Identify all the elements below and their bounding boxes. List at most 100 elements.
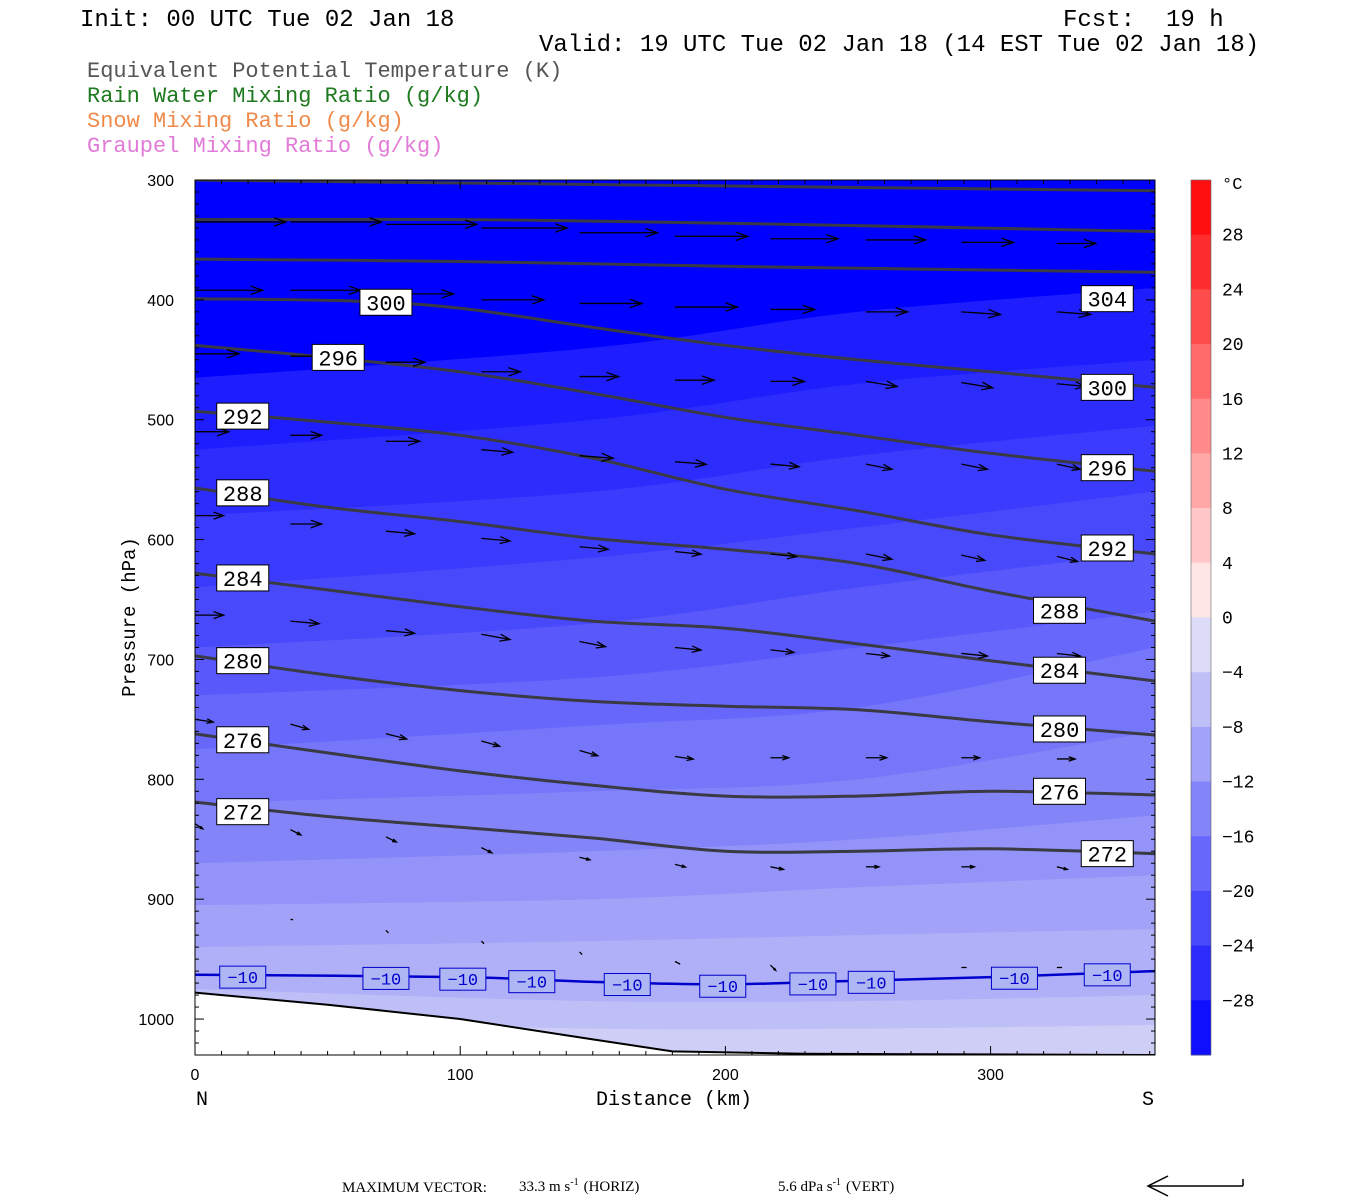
wind-vector <box>770 304 817 315</box>
theta-e-label: 284 <box>216 564 270 593</box>
isotherm-label: −10 <box>603 973 651 997</box>
isotherm-label: −10 <box>439 967 487 991</box>
colorbar-label: −28 <box>1222 992 1254 1012</box>
wind-vector <box>961 237 1016 248</box>
svg-text:296: 296 <box>318 347 358 372</box>
wind-vector <box>674 960 681 965</box>
wind-vector <box>579 371 621 382</box>
wind-vector <box>674 863 688 869</box>
wind-vector <box>579 856 592 861</box>
theta-e-contour-304 <box>195 217 1155 233</box>
theta-e-label: 304 <box>1080 285 1134 314</box>
wind-vector <box>195 511 226 520</box>
wind-vector <box>770 376 807 387</box>
svg-text:288: 288 <box>223 483 263 508</box>
wind-vector <box>865 307 910 317</box>
isotherm-label: −10 <box>990 966 1038 990</box>
theta-e-label: 288 <box>1033 596 1087 625</box>
theta-e-label: 292 <box>1080 534 1134 563</box>
forecast-hour: 19 h <box>1166 7 1224 34</box>
wind-vector <box>385 357 427 368</box>
colorbar-swatch <box>1191 672 1211 728</box>
wind-vector <box>1056 756 1078 762</box>
colorbar-label: −24 <box>1222 938 1254 958</box>
wind-vector <box>770 551 799 560</box>
wind-vector <box>385 733 409 741</box>
wind-vector <box>481 295 546 305</box>
wind-vector <box>865 463 894 472</box>
theta-e-contour-280 <box>195 654 1155 737</box>
wind-vector <box>579 749 600 757</box>
y-tick-label: 600 <box>147 533 174 550</box>
svg-text:−10: −10 <box>1092 968 1123 987</box>
wind-vector <box>481 223 570 233</box>
wind-vector <box>481 535 512 545</box>
svg-text:292: 292 <box>1087 538 1127 563</box>
wind-vector <box>770 461 802 470</box>
wind-vector <box>770 648 796 656</box>
y-tick-label: 800 <box>147 772 174 789</box>
wind-vector <box>675 302 740 312</box>
svg-text:288: 288 <box>1040 600 1080 625</box>
colorbar-swatch <box>1191 836 1211 892</box>
wind-vector <box>1056 238 1098 249</box>
wind-vector <box>865 380 900 390</box>
wind-vector <box>961 381 995 391</box>
wind-vector <box>1056 463 1083 471</box>
legend-entry: Graupel Mixing Ratio (g/kg) <box>87 134 443 159</box>
wind-vector <box>865 651 892 659</box>
x-tick-label: 0 <box>191 1067 200 1084</box>
y-axis-label: Pressure (hPa) <box>119 537 141 697</box>
colorbar-swatch <box>1191 180 1211 236</box>
theta-e-label: 292 <box>216 402 270 431</box>
wind-vector <box>481 446 515 456</box>
wind-vector <box>770 754 791 761</box>
wind-vector <box>385 219 479 230</box>
colorbar-label: 20 <box>1222 336 1244 356</box>
theta-e-label: 284 <box>1033 656 1087 685</box>
y-tick-label: 1000 <box>138 1012 174 1029</box>
colorbar-swatch <box>1191 508 1211 564</box>
wind-vector <box>579 544 611 553</box>
forecast-label: Fcst: <box>1063 7 1135 34</box>
colorbar-swatch <box>1191 453 1211 509</box>
colorbar-unit: °C <box>1222 176 1242 195</box>
isotherm-label: −10 <box>847 970 895 994</box>
contour-labels: 300 304 296 300 292 296 288 292 284 288 280 284 276 2… <box>216 285 1134 869</box>
terrain-fill <box>195 992 1155 1055</box>
temperature-shading <box>195 180 1155 1055</box>
wind-vector <box>674 755 696 762</box>
theta-e-contour-300 <box>195 257 1155 274</box>
wind-vector <box>961 554 987 563</box>
valid-time: Valid: 19 UTC Tue 02 Jan 18 (14 EST Tue … <box>539 32 1259 59</box>
wind-vector <box>579 298 644 309</box>
svg-text:−10: −10 <box>707 979 738 998</box>
colorbar-label: 8 <box>1222 500 1233 520</box>
theta-e-contour-292 <box>195 409 1155 556</box>
y-tick-label: 500 <box>147 413 174 430</box>
axes: 300 400 500 600 700 800 900 1000 0 100 200 300 N S Dis… <box>119 173 1155 1112</box>
theta-e-label: 280 <box>216 647 270 676</box>
colorbar-label: −16 <box>1222 828 1254 848</box>
colorbar-swatch <box>1191 562 1211 618</box>
theta-e-label: 300 <box>1080 373 1134 402</box>
colorbar-swatch <box>1191 945 1211 1001</box>
wind-vector <box>770 233 841 244</box>
legend-entry: Equivalent Potential Temperature (K) <box>87 59 562 84</box>
theta-e-contour-288 <box>195 486 1155 623</box>
colorbar-label: 16 <box>1222 391 1244 411</box>
theta-e-label: 272 <box>1080 840 1134 869</box>
wind-vector <box>195 823 205 830</box>
x-end-label-north: N <box>196 1089 208 1112</box>
legend-entry: Snow Mixing Ratio (g/kg) <box>87 109 404 134</box>
wind-vector <box>770 964 778 972</box>
plot-area: −10 −10 −10 −10 −10 −10 −10 −10 −10 −10 300 304 296… <box>195 180 1155 1055</box>
wind-vector <box>961 463 990 472</box>
colorbar-label: −12 <box>1222 774 1254 794</box>
wind-vector <box>770 866 786 871</box>
wind-vector <box>385 836 399 843</box>
x-axis-label: Distance (km) <box>596 1089 752 1112</box>
isotherm-label: −10 <box>699 974 747 998</box>
init-time: Init: 00 UTC Tue 02 Jan 18 <box>80 7 454 34</box>
x-tick-label: 100 <box>447 1067 474 1084</box>
